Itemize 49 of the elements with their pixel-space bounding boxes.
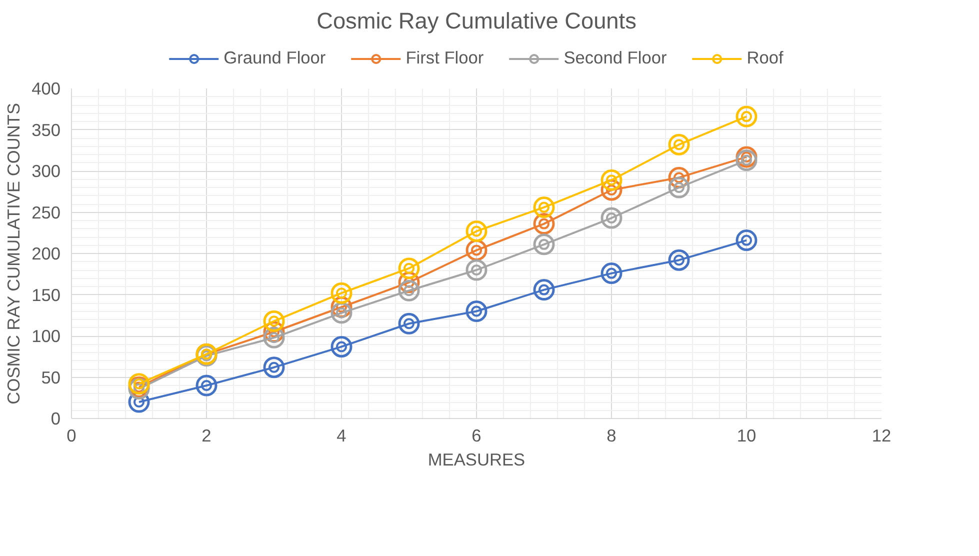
y-tick-label: 250 — [32, 202, 61, 222]
point — [398, 258, 420, 280]
point — [466, 220, 488, 242]
point — [466, 259, 488, 281]
legend-label: Second Floor — [564, 48, 667, 68]
chart-title: Cosmic Ray Cumulative Counts — [316, 8, 636, 34]
y-tick-label: 200 — [32, 244, 61, 264]
x-tick-label: 2 — [202, 426, 212, 446]
x-tick-label: 12 — [872, 426, 892, 446]
x-tick-label: 8 — [606, 426, 616, 446]
point — [736, 150, 758, 172]
point — [398, 312, 420, 334]
point — [330, 336, 352, 358]
point — [600, 262, 622, 284]
point — [196, 374, 218, 396]
point — [668, 176, 690, 198]
y-tick-label: 0 — [50, 408, 61, 428]
point — [668, 134, 690, 156]
point — [533, 279, 555, 301]
x-tick-label: 0 — [66, 426, 76, 446]
y-tick-label: 300 — [32, 161, 61, 181]
y-tick-label: 400 — [32, 78, 61, 98]
point — [533, 213, 555, 235]
x-tick-label: 4 — [336, 426, 347, 446]
legend-label: First Floor — [406, 48, 484, 68]
y-tick-label: 150 — [32, 284, 61, 305]
legend-label: Roof — [746, 48, 784, 68]
point — [600, 169, 622, 191]
legend-label: Graund Floor — [224, 48, 326, 68]
point — [330, 302, 352, 324]
point — [330, 282, 352, 304]
point — [533, 234, 555, 256]
y-tick-label: 100 — [32, 326, 61, 346]
y-axis-title: COSMIC RAY CUMULATIVE COUNTS — [4, 102, 24, 404]
x-tick-label: 6 — [472, 426, 482, 446]
point — [263, 356, 285, 378]
point — [466, 300, 488, 322]
point — [736, 230, 758, 252]
point — [533, 196, 555, 218]
y-tick-label: 50 — [41, 367, 61, 388]
x-axis-title: MEASURES — [428, 450, 526, 470]
point — [736, 106, 758, 128]
point — [600, 207, 622, 229]
point — [263, 326, 285, 348]
point — [668, 249, 690, 271]
point — [263, 310, 285, 332]
y-tick-label: 350 — [32, 120, 61, 140]
point — [398, 280, 420, 302]
x-tick-label: 10 — [736, 426, 756, 446]
